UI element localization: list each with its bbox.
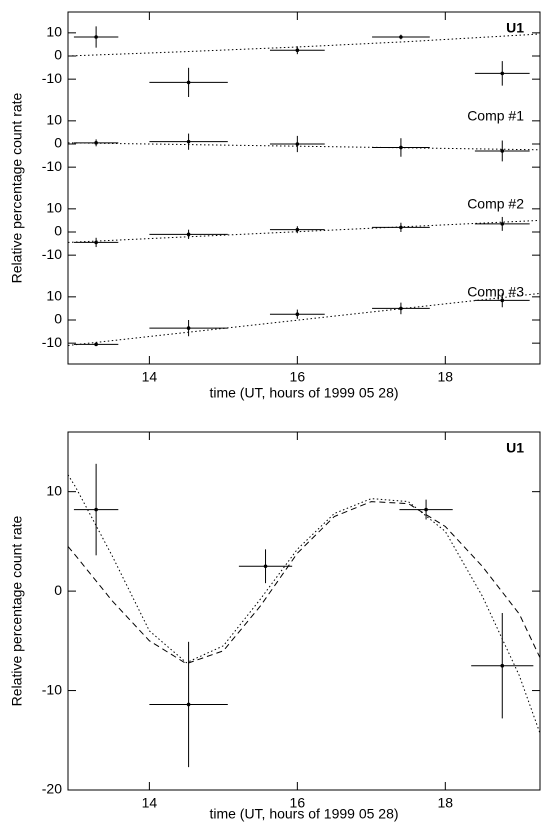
y-tick-label: 0 xyxy=(54,47,62,63)
data-point xyxy=(186,326,191,330)
data-point xyxy=(295,312,300,317)
data-point xyxy=(186,702,191,707)
data-point xyxy=(500,71,505,76)
x-axis-label: time (UT, hours of 1999 05 28) xyxy=(209,385,398,401)
series-label: U1 xyxy=(506,440,524,456)
data-point xyxy=(399,35,403,39)
y-axis-label: Relative percentage count rate xyxy=(9,515,25,706)
data-point xyxy=(94,342,98,347)
x-tick-label: 18 xyxy=(438,369,454,385)
y-tick-label: -10 xyxy=(42,246,62,262)
y-tick-label: 10 xyxy=(46,288,62,304)
model-curve xyxy=(67,474,541,734)
data-point xyxy=(263,564,268,569)
y-tick-label: 0 xyxy=(54,582,62,598)
top-frame xyxy=(67,11,541,365)
data-point xyxy=(94,507,98,512)
y-tick-label: 10 xyxy=(46,24,62,40)
data-point xyxy=(186,80,191,85)
data-point xyxy=(295,48,300,53)
x-tick-label: 18 xyxy=(438,795,454,811)
data-point xyxy=(399,306,403,311)
y-tick-label: 10 xyxy=(46,200,62,216)
y-tick-label: 0 xyxy=(54,311,62,327)
series-label: U1 xyxy=(506,20,524,36)
data-point xyxy=(295,142,300,146)
data-point xyxy=(94,35,98,39)
data-point xyxy=(500,298,505,303)
fit-line xyxy=(67,219,541,243)
y-tick-label: 0 xyxy=(54,135,62,151)
data-point xyxy=(500,149,505,153)
y-tick-label: -20 xyxy=(42,781,62,797)
y-tick-label: -10 xyxy=(42,70,62,86)
data-point xyxy=(424,507,428,512)
series-label: Comp #1 xyxy=(467,108,524,124)
y-tick-label: -10 xyxy=(42,681,62,697)
y-tick-label: 10 xyxy=(46,482,62,498)
data-point xyxy=(186,139,191,144)
fit-line xyxy=(67,142,541,151)
data-point xyxy=(94,141,98,145)
data-point xyxy=(186,232,191,237)
series-label: Comp #3 xyxy=(467,284,524,300)
data-point xyxy=(94,240,98,245)
x-tick-label: 14 xyxy=(142,795,158,811)
data-point xyxy=(399,225,403,230)
y-tick-label: -10 xyxy=(42,334,62,350)
series-label: Comp #2 xyxy=(467,196,524,212)
x-tick-label: 14 xyxy=(142,369,158,385)
model-curve xyxy=(67,501,541,665)
data-point xyxy=(295,227,300,232)
x-axis-label: time (UT, hours of 1999 05 28) xyxy=(209,806,398,822)
y-axis-label: Relative percentage count rate xyxy=(9,92,25,283)
y-tick-label: -10 xyxy=(42,158,62,174)
y-tick-label: 0 xyxy=(54,223,62,239)
bottom-frame xyxy=(67,431,541,791)
fit-line xyxy=(67,33,541,57)
data-point xyxy=(500,663,505,668)
x-tick-label: 16 xyxy=(290,369,306,385)
data-point xyxy=(500,222,505,226)
y-tick-label: 10 xyxy=(46,112,62,128)
fit-line xyxy=(67,292,541,346)
x-tick-label: 16 xyxy=(290,795,306,811)
data-point xyxy=(399,145,403,150)
